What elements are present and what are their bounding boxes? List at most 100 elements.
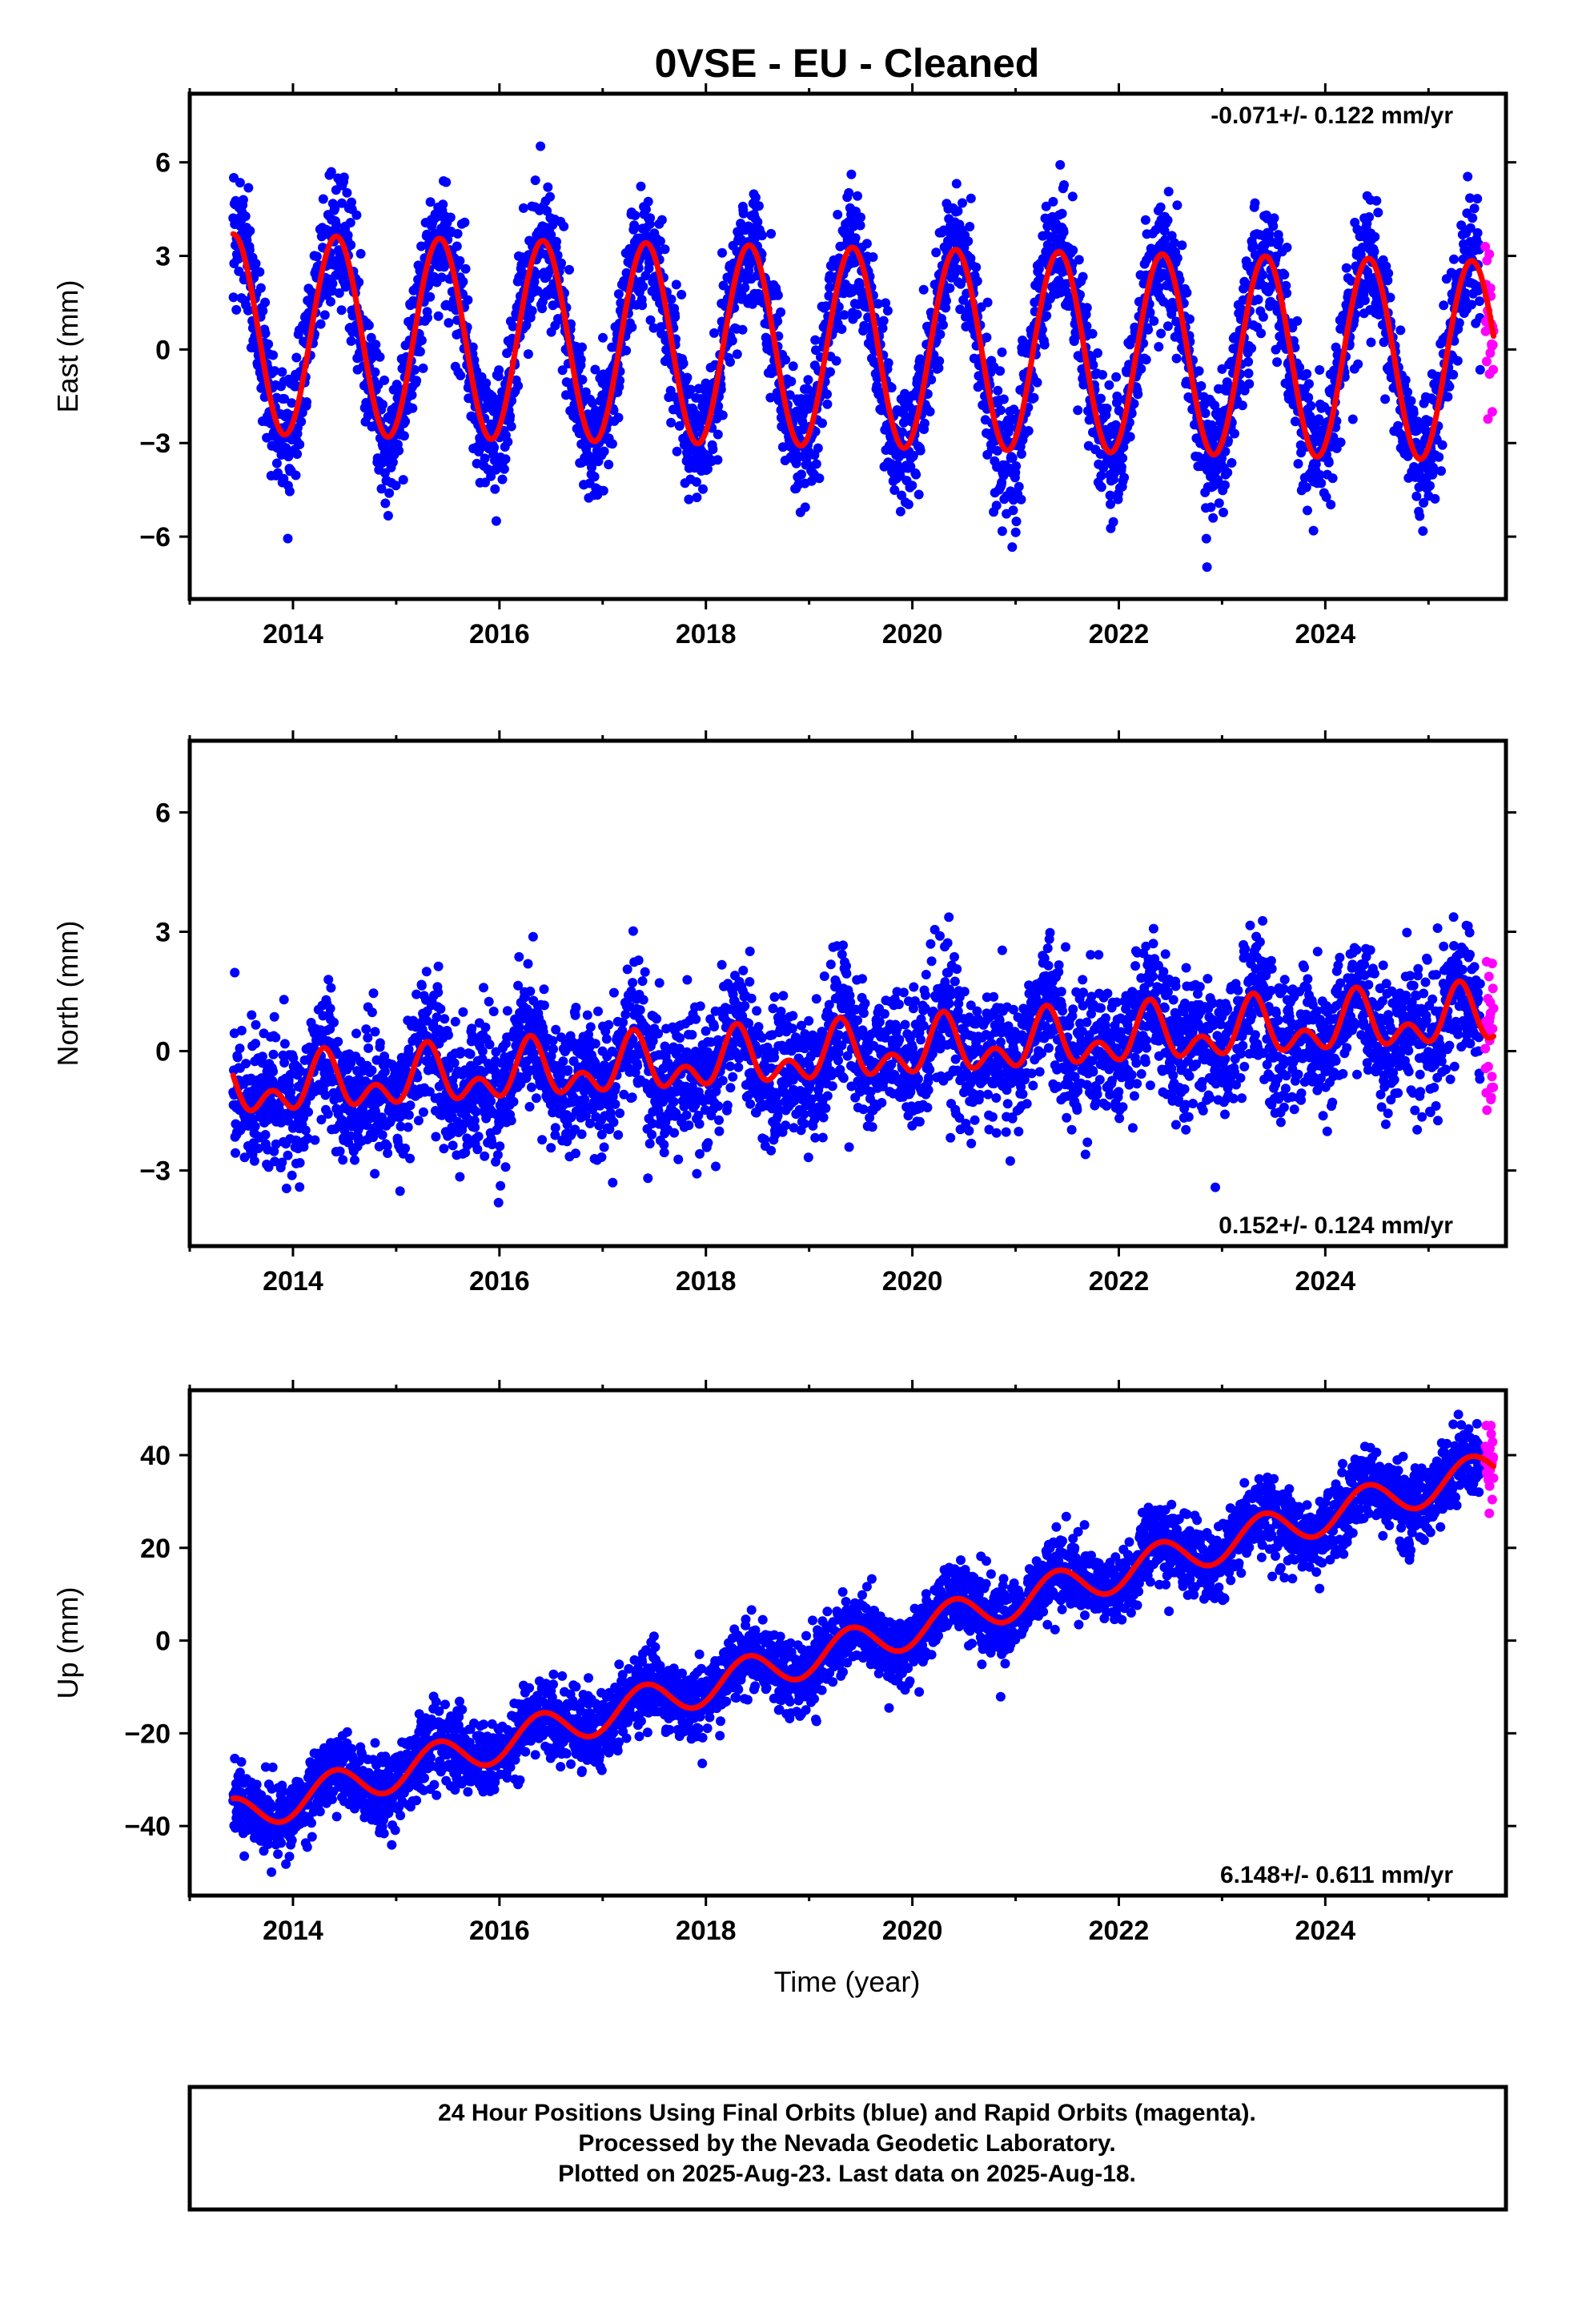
- final-orbit-point: [811, 459, 821, 469]
- final-orbit-point: [684, 494, 694, 505]
- final-orbit-point: [433, 961, 444, 971]
- final-orbit-point: [476, 442, 487, 452]
- final-orbit-point: [283, 1150, 293, 1160]
- final-orbit-point: [670, 312, 681, 322]
- final-orbit-point: [523, 959, 533, 969]
- final-orbit-point: [1149, 316, 1159, 326]
- final-orbit-point: [1057, 208, 1067, 219]
- final-orbit-point: [283, 533, 293, 544]
- final-orbit-point: [1304, 379, 1314, 389]
- final-orbit-point: [1008, 505, 1018, 516]
- final-orbit-point: [271, 1032, 281, 1043]
- final-orbit-point: [384, 488, 395, 498]
- final-orbit-point: [380, 498, 391, 509]
- final-orbit-point: [1177, 240, 1187, 251]
- final-orbit-point: [1370, 231, 1380, 242]
- final-orbit-point: [291, 470, 301, 480]
- final-orbit-point: [452, 241, 462, 251]
- final-orbit-point: [692, 493, 702, 503]
- final-orbit-point: [1437, 440, 1447, 450]
- final-orbit-point: [1118, 453, 1128, 464]
- final-orbit-point: [524, 1102, 535, 1112]
- final-orbit-point: [1162, 321, 1173, 332]
- final-orbit-point: [713, 429, 723, 440]
- final-orbit-point: [235, 1043, 245, 1054]
- final-orbit-point: [1202, 562, 1212, 573]
- final-orbit-point: [1214, 498, 1224, 509]
- final-orbit-point: [363, 320, 374, 331]
- final-orbit-point: [608, 405, 619, 416]
- final-orbit-point: [1119, 472, 1130, 483]
- final-orbit-point: [407, 390, 417, 400]
- final-orbit-point: [918, 284, 929, 295]
- final-orbit-point: [1206, 502, 1216, 513]
- final-orbit-point: [431, 1132, 441, 1142]
- final-orbit-point: [1258, 270, 1268, 280]
- final-orbit-point: [292, 449, 303, 459]
- final-orbit-point: [271, 458, 282, 468]
- final-orbit-point: [300, 1125, 311, 1136]
- final-orbit-point: [548, 1035, 558, 1046]
- final-orbit-point: [295, 1182, 305, 1192]
- final-orbit-point: [287, 398, 297, 408]
- final-orbit-point: [260, 1130, 271, 1140]
- final-orbit-point: [1136, 364, 1146, 374]
- final-orbit-point: [598, 485, 608, 496]
- final-orbit-point: [500, 1162, 511, 1172]
- final-orbit-point: [399, 431, 409, 441]
- final-orbit-point: [911, 469, 921, 480]
- final-orbit-point: [825, 367, 835, 377]
- final-orbit-point: [546, 1143, 556, 1153]
- final-orbit-point: [825, 283, 835, 292]
- final-orbit-point: [260, 297, 271, 308]
- final-orbit-point: [235, 178, 245, 188]
- final-orbit-point: [1269, 213, 1279, 223]
- data-layer: [228, 141, 1499, 573]
- final-orbit-point: [1475, 296, 1484, 307]
- final-orbit-point: [895, 506, 905, 517]
- final-orbit-point: [1302, 368, 1312, 379]
- final-orbit-point: [844, 187, 854, 198]
- final-orbit-point: [529, 276, 540, 287]
- final-orbit-point: [1452, 356, 1463, 366]
- final-orbit-point: [521, 320, 532, 330]
- final-orbit-point: [878, 316, 889, 326]
- final-orbit-point: [629, 220, 640, 231]
- final-orbit-point: [1163, 187, 1174, 197]
- final-orbit-point: [1201, 533, 1211, 544]
- final-orbit-point: [449, 1058, 460, 1068]
- final-orbit-point: [561, 390, 571, 400]
- final-orbit-point: [648, 323, 659, 333]
- final-orbit-point: [1444, 381, 1455, 392]
- final-orbit-point: [1449, 254, 1459, 264]
- final-orbit-point: [455, 255, 465, 266]
- final-orbit-point: [903, 499, 913, 509]
- final-orbit-point: [1112, 391, 1122, 401]
- final-orbit-point: [345, 218, 355, 227]
- final-orbit-point: [473, 1132, 484, 1142]
- final-orbit-point: [255, 267, 265, 277]
- final-orbit-point: [1220, 480, 1230, 490]
- final-orbit-point: [486, 1096, 496, 1107]
- final-orbit-point: [1323, 457, 1334, 468]
- final-orbit-point: [336, 305, 347, 316]
- final-orbit-point: [279, 1058, 290, 1068]
- final-orbit-point: [788, 361, 798, 372]
- final-orbit-point: [351, 210, 362, 220]
- final-orbit-point: [1411, 491, 1422, 501]
- final-orbit-point: [339, 172, 349, 183]
- final-orbit-point: [640, 271, 651, 281]
- final-orbit-point: [452, 228, 463, 239]
- final-orbit-point: [326, 296, 335, 307]
- final-orbit-point: [995, 405, 1006, 416]
- final-orbit-point: [268, 1067, 279, 1076]
- final-orbit-point: [241, 1059, 251, 1069]
- rapid-orbit-point: [1487, 407, 1497, 417]
- final-orbit-point: [326, 167, 336, 177]
- final-orbit-point: [260, 328, 271, 339]
- final-orbit-point: [370, 367, 380, 377]
- final-orbit-point: [489, 442, 500, 452]
- final-orbit-point: [615, 376, 625, 386]
- final-orbit-point: [833, 210, 843, 219]
- final-orbit-point: [1098, 370, 1107, 380]
